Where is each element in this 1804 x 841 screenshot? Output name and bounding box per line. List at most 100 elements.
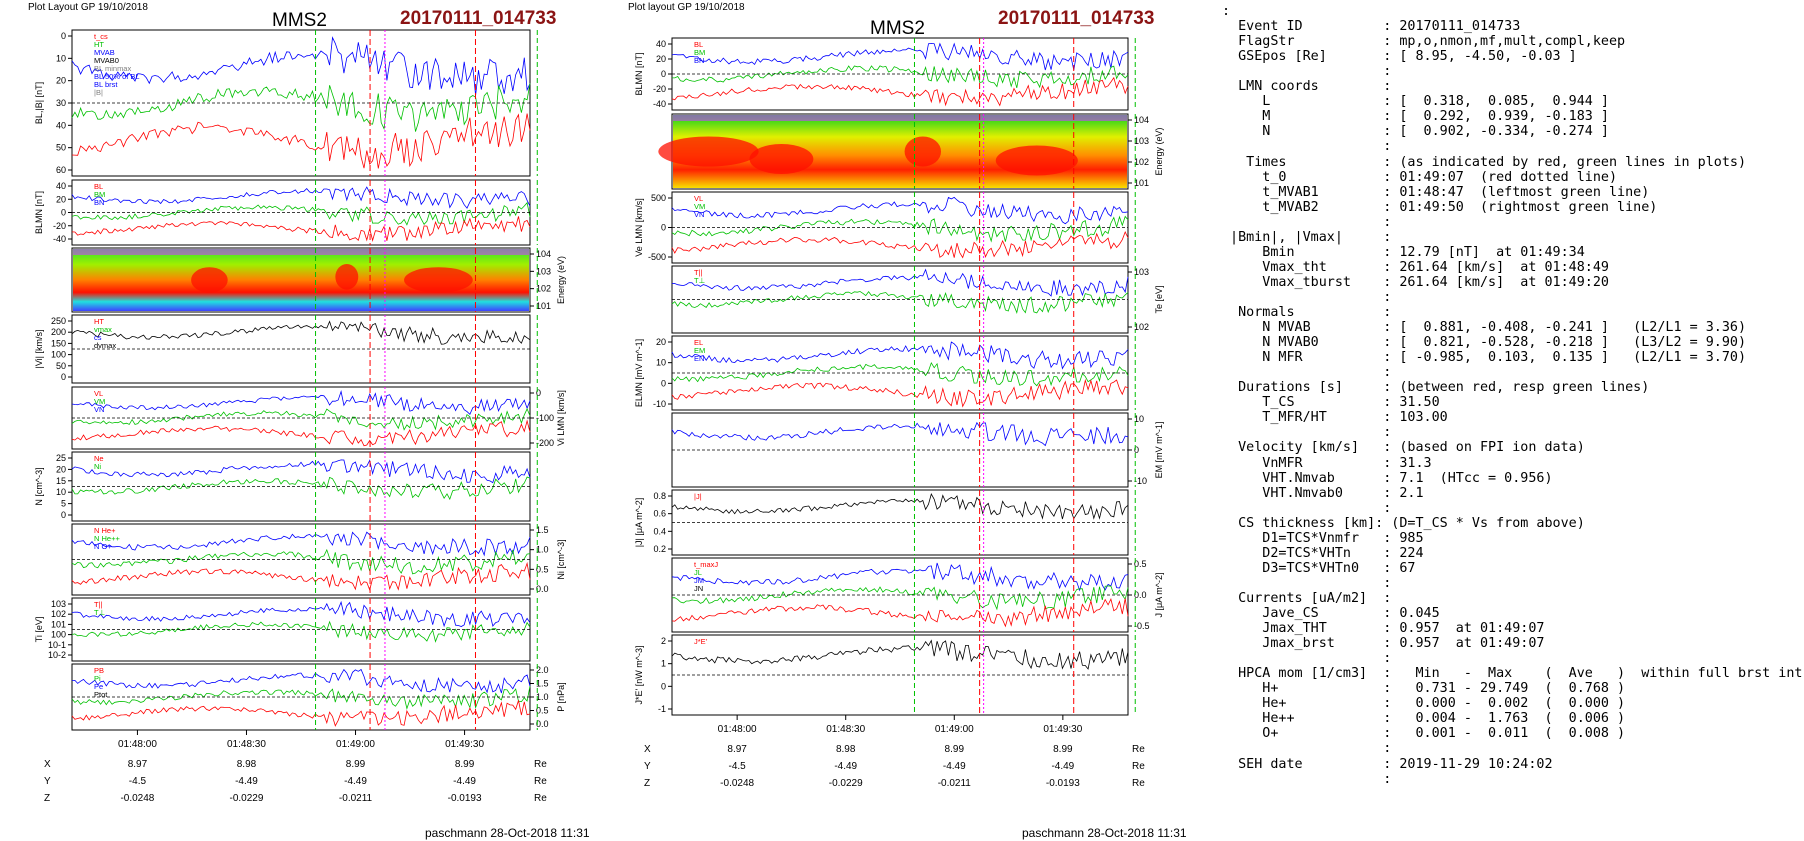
summary-line: N MVAB : [ 0.881, -0.408, -0.241 ] (L2/L… — [1222, 320, 1747, 336]
series-line — [671, 196, 1129, 225]
coord-value: -0.0193 — [448, 793, 482, 804]
y-tick-label: 40 — [656, 39, 666, 49]
y-tick-label: 101 — [51, 619, 66, 629]
series-line — [71, 186, 531, 209]
x-tick-label: 01:48:30 — [826, 724, 865, 735]
legend-entry: Ne — [94, 454, 104, 463]
coord-value: -4.49 — [344, 776, 367, 787]
summary-line: : — [1222, 214, 1392, 230]
middle-probe-title: MMS2 — [870, 18, 925, 39]
y-tick-label: 10 — [56, 487, 66, 497]
left-probe-title: MMS2 — [272, 10, 327, 31]
y-tick-label: 20 — [56, 194, 66, 204]
coord-value: -4.5 — [129, 776, 147, 787]
series-line — [71, 83, 531, 132]
y-axis-label: Energy (eV) — [1154, 127, 1164, 175]
summary-line: HPCA mom [1/cm3] : Min - Max ( Ave ) wit… — [1222, 666, 1803, 682]
coord-value: 8.99 — [945, 744, 965, 755]
y-tick-label: 15 — [56, 476, 66, 486]
coord-value: -0.0229 — [230, 793, 264, 804]
x-tick-label: 01:48:00 — [118, 739, 157, 750]
series-line — [71, 620, 531, 643]
summary-line: : — [1222, 771, 1392, 787]
series-line — [71, 113, 531, 169]
series-line — [671, 585, 1129, 611]
series-line — [71, 531, 531, 557]
left-footer: paschmann 28-Oct-2018 11:31 — [425, 826, 590, 840]
y-axis-label: Ve LMN [km/s] — [634, 198, 644, 257]
coord-label: Z — [44, 793, 50, 804]
legend-entry: t_maxJ — [694, 560, 718, 569]
x-tick-label: 01:49:00 — [336, 739, 375, 750]
coord-value: -4.49 — [235, 776, 258, 787]
legend-entry: VM — [94, 397, 105, 406]
series-line — [71, 459, 531, 484]
legend-entry: VL — [94, 389, 103, 398]
summary-line: Bmin : 12.79 [nT] at 01:49:34 — [1222, 244, 1585, 260]
legend-entry: T|| — [94, 600, 103, 609]
legend-entry: JN — [694, 584, 703, 593]
summary-line: Times : (as indicated by red, green line… — [1222, 154, 1747, 170]
y-axis-label: EM [mV m^-1] — [1154, 422, 1164, 479]
y-axis-label: BLMN [nT] — [634, 52, 644, 95]
coord-label: X — [644, 744, 651, 755]
y-tick-label: 103 — [536, 266, 551, 276]
legend-entry: J*E' — [694, 637, 708, 646]
panel-absJ: |J| 0.8 0.6 0.4 0.2 |J| [μA m^-2] — [634, 489, 1136, 556]
series-line — [671, 562, 1129, 592]
legend-entry: N He+ — [94, 526, 116, 535]
coord-value: -4.49 — [453, 776, 476, 787]
y-tick-label: 0.6 — [653, 509, 666, 519]
series-line — [671, 215, 1129, 243]
series-line — [71, 561, 531, 592]
series-line — [671, 639, 1129, 670]
legend-entry: N O+ — [94, 542, 112, 551]
legend-entry: vmax — [94, 325, 112, 334]
x-tick-label: 01:48:30 — [227, 739, 266, 750]
y-tick-label: -10 — [653, 399, 666, 409]
legend-entry: BN — [694, 56, 704, 65]
legend-entry: BN — [94, 198, 104, 207]
series-line — [671, 493, 1129, 520]
y-tick-label: 102 — [1134, 157, 1149, 167]
y-tick-label: -40 — [53, 234, 66, 244]
y-tick-label: -10 — [1134, 476, 1147, 486]
y-tick-label: 1.0 — [536, 545, 549, 555]
coord-value: -0.0211 — [938, 778, 972, 789]
y-tick-label: 0.2 — [653, 544, 666, 554]
summary-line: : — [1222, 139, 1392, 155]
y-tick-label: 1.0 — [536, 692, 549, 702]
legend-entry: MVAB0 — [94, 56, 119, 65]
y-axis-label: N [cm^-3] — [34, 467, 44, 505]
summary-line: : — [1222, 651, 1392, 667]
legend-entry: Pi — [94, 674, 101, 683]
series-line — [671, 341, 1129, 370]
summary-line: SEH date : 2019-11-29 10:24:02 — [1222, 756, 1553, 772]
y-tick-label: 0.8 — [653, 491, 666, 501]
panel-ion_spectrogram: 104 103 102 101 Energy (eV) — [71, 247, 566, 313]
y-tick-label: 103 — [1134, 136, 1149, 146]
spectrogram-topband — [73, 249, 529, 255]
panel-frame — [71, 663, 531, 731]
series-line — [71, 700, 531, 727]
middle-plot-header: Plot layout GP 19/10/2018 — [628, 2, 745, 13]
legend-entry: |B| — [94, 88, 103, 97]
event-summary: : Event ID : 20170111_014733 FlagStr : m… — [1222, 4, 1803, 834]
y-tick-label: 0.0 — [536, 584, 549, 594]
y-axis-label: Energy (eV) — [556, 256, 566, 304]
coord-unit: Re — [1132, 761, 1145, 772]
y-tick-label: 20 — [56, 464, 66, 474]
y-axis-label: J [μA m^-2] — [1154, 573, 1164, 618]
coord-value: -0.0193 — [1046, 778, 1080, 789]
legend-entry: HT — [94, 40, 104, 49]
y-tick-label: 0 — [661, 223, 666, 233]
summary-line: CS thickness [km]: (D=T_CS * Vs from abo… — [1222, 515, 1585, 531]
coord-value: -4.49 — [1051, 761, 1074, 772]
left-plot-header: Plot Layout GP 19/10/2018 — [28, 2, 148, 13]
y-axis-label: Te [eV] — [1154, 285, 1164, 313]
